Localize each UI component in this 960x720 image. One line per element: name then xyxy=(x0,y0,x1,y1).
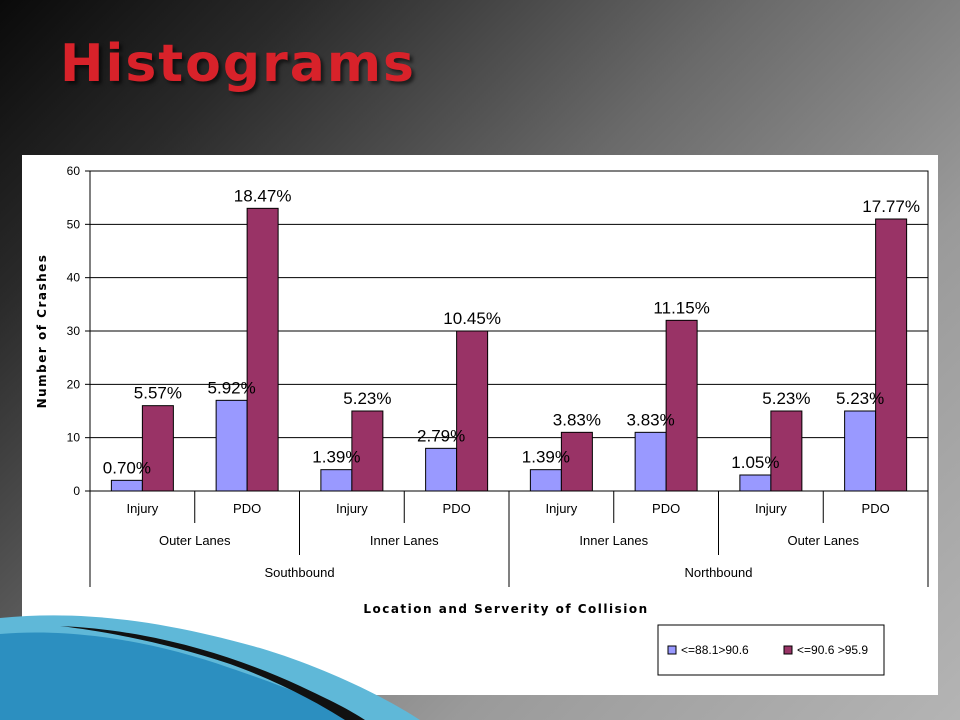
y-tick-label: 0 xyxy=(73,484,80,498)
swoosh-dark-stroke xyxy=(60,626,365,720)
data-label: 5.23% xyxy=(762,389,810,408)
slide-title: Histograms xyxy=(60,34,416,94)
data-label: 2.79% xyxy=(417,426,465,445)
data-label: 1.39% xyxy=(522,448,570,467)
bar-series-2 xyxy=(560,431,593,492)
y-tick-label: 50 xyxy=(67,217,81,231)
data-label: 0.70% xyxy=(103,458,151,477)
category-label: Injury xyxy=(336,501,368,516)
category-axis: Injury PDO Injury PDO Injury PDO Injury PDO Oute… xyxy=(89,491,929,587)
y-tick-label: 10 xyxy=(67,431,81,445)
bars xyxy=(110,207,908,492)
data-label: 5.23% xyxy=(836,389,884,408)
data-label: 18.47% xyxy=(234,186,292,205)
bar-series-2 xyxy=(770,410,803,492)
category-label: Injury xyxy=(755,501,787,516)
y-tick-label: 40 xyxy=(67,271,81,285)
group-label: Inner Lanes xyxy=(370,533,439,548)
chart-panel: 0 10 20 30 40 50 60 0.70% 5.57% 5.92% 18.47% 1.39%… xyxy=(22,155,938,695)
bar-series-1 xyxy=(215,399,248,492)
direction-label: Northbound xyxy=(685,565,753,580)
data-label: 11.15% xyxy=(653,298,709,317)
group-label: Outer Lanes xyxy=(159,533,231,548)
bar-series-2 xyxy=(351,410,384,492)
legend-box xyxy=(657,624,885,676)
decorative-swoosh xyxy=(0,615,420,720)
bar-series-2 xyxy=(875,218,908,492)
swoosh-shape-mid xyxy=(0,632,360,720)
bar-series-1 xyxy=(110,479,143,492)
group-label: Inner Lanes xyxy=(579,533,648,548)
data-label: 5.57% xyxy=(134,384,182,403)
data-label: 1.05% xyxy=(731,453,779,472)
bar-series-2 xyxy=(141,405,174,492)
direction-label: Southbound xyxy=(264,565,334,580)
legend-entry: <=88.1>90.6 xyxy=(681,643,749,657)
bar-series-1 xyxy=(739,474,772,492)
data-label: 5.23% xyxy=(343,389,391,408)
category-label: PDO xyxy=(443,501,471,516)
category-label: PDO xyxy=(652,501,680,516)
y-axis-title: Number of Crashes xyxy=(35,254,49,409)
bar-chart: 0 10 20 30 40 50 60 0.70% 5.57% 5.92% 18.47% 1.39%… xyxy=(35,164,929,676)
data-label: 3.83% xyxy=(553,410,601,429)
y-axis-ticks: 0 10 20 30 40 50 60 xyxy=(67,164,90,498)
legend-swatch xyxy=(667,645,677,655)
data-label: 10.45% xyxy=(443,309,501,328)
legend: <=88.1>90.6 <=90.6 >95.9 xyxy=(657,624,885,676)
data-label: 17.77% xyxy=(862,197,920,216)
bar-series-2 xyxy=(456,330,489,492)
data-label: 5.92% xyxy=(208,378,256,397)
data-label: 1.39% xyxy=(312,448,360,467)
y-tick-label: 30 xyxy=(67,324,81,338)
y-tick-label: 20 xyxy=(67,377,81,391)
bar-series-1 xyxy=(634,431,667,492)
data-labels: 0.70% 5.57% 5.92% 18.47% 1.39% 5.23% 2.79% 10.4… xyxy=(103,186,920,477)
data-label: 3.83% xyxy=(627,410,675,429)
bar-series-1 xyxy=(529,469,562,492)
x-axis-title: Location and Serverity of Collision xyxy=(363,602,648,616)
y-tick-label: 60 xyxy=(67,164,81,178)
bar-series-1 xyxy=(425,447,458,492)
category-label: PDO xyxy=(233,501,261,516)
bar-series-2 xyxy=(665,319,698,492)
bar-series-1 xyxy=(844,410,877,492)
legend-entry: <=90.6 >95.9 xyxy=(797,643,868,657)
group-label: Outer Lanes xyxy=(787,533,859,548)
legend-swatch xyxy=(783,645,793,655)
bar-series-1 xyxy=(320,469,353,492)
category-label: Injury xyxy=(126,501,158,516)
category-label: PDO xyxy=(862,501,890,516)
category-label: Injury xyxy=(545,501,577,516)
bar-series-2 xyxy=(246,207,279,492)
